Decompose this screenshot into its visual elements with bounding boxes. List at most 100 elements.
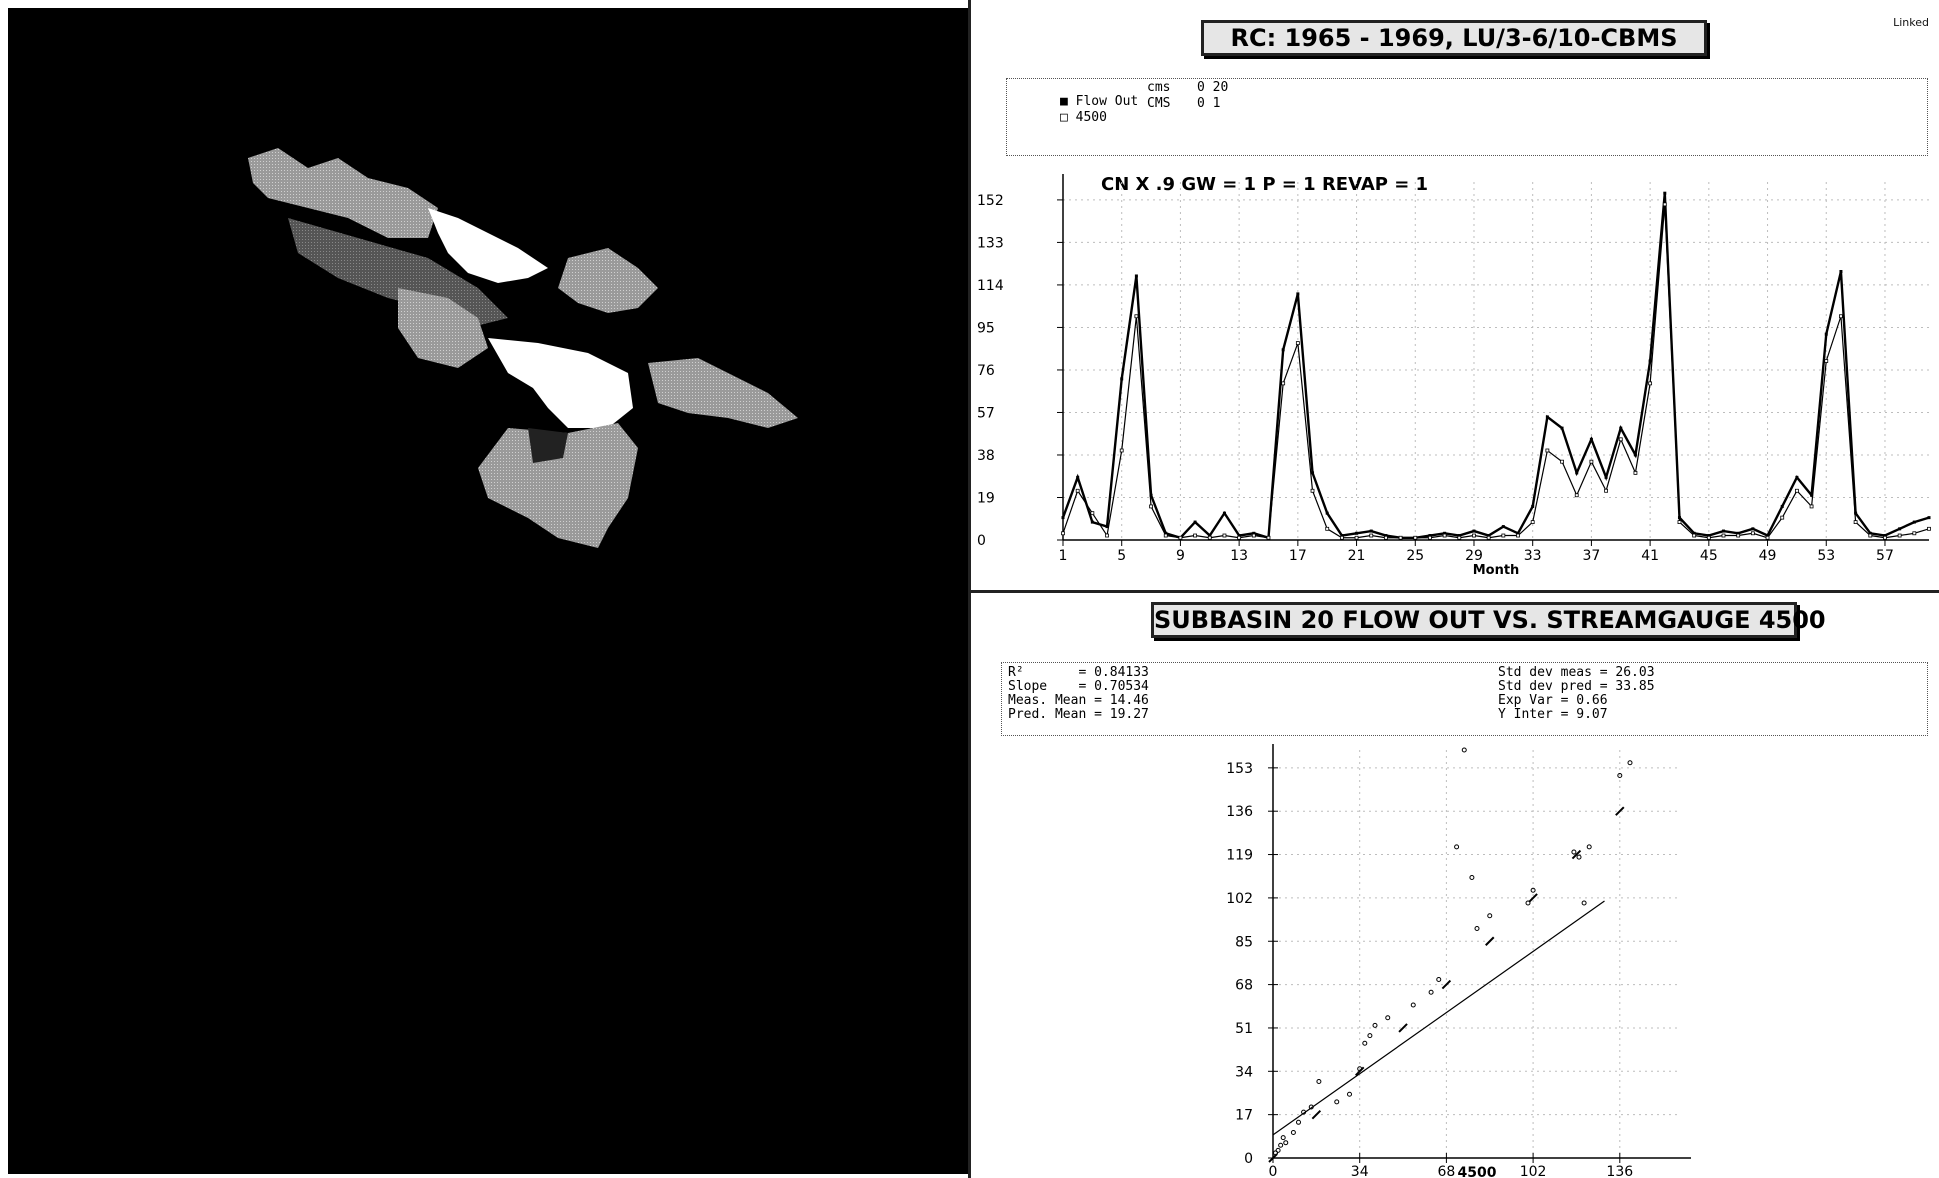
scatter-point — [1278, 1142, 1284, 1148]
point-flow-out — [1883, 534, 1887, 538]
x-tick-label: 136 — [1606, 1164, 1633, 1178]
scatter-point — [1571, 849, 1577, 855]
point-flow-out — [1457, 534, 1461, 538]
stat-y-intercept: Y Inter = 9.07 — [1498, 707, 1608, 722]
scatter-point — [1428, 989, 1434, 995]
point-4500 — [1486, 535, 1491, 540]
pane-divider-horizontal[interactable] — [971, 590, 1939, 593]
subbasin-small-dark — [528, 428, 568, 463]
scatter-point — [1581, 900, 1587, 906]
x-tick-label: 102 — [1520, 1164, 1547, 1178]
point-4500 — [1780, 515, 1785, 520]
point-flow-out — [1824, 332, 1828, 336]
y-tick-label: 17 — [1235, 1108, 1253, 1124]
point-flow-out — [1355, 531, 1359, 535]
scatter-point — [1273, 1150, 1279, 1156]
point-flow-out — [1134, 274, 1138, 278]
scatter-point — [1436, 977, 1442, 982]
scatter-chart[interactable]: 0 17 34 51 68 85 102 119 136 153 0 34 68 102 136 4500 — [971, 740, 1939, 1178]
point-4500 — [1516, 533, 1520, 538]
point-4500 — [1428, 535, 1432, 540]
point-flow-out — [1780, 504, 1784, 508]
point-4500 — [1090, 511, 1095, 516]
point-4500 — [1237, 535, 1242, 540]
time-series-chart[interactable]: CN X .9 GW = 1 P = 1 REVAP = 1 019385776… — [971, 160, 1939, 590]
time-chart-annotation: CN X .9 GW = 1 P = 1 REVAP = 1 — [1101, 174, 1428, 195]
point-4500 — [1442, 533, 1447, 538]
point-flow-out — [1736, 531, 1740, 535]
point-flow-out — [1061, 516, 1065, 520]
scatter-point — [1334, 1099, 1340, 1105]
point-flow-out — [1340, 534, 1344, 538]
point-flow-out — [1487, 534, 1491, 538]
point-4500 — [1530, 520, 1535, 525]
scatter-point — [1627, 760, 1633, 766]
subbasin-map-drawing — [248, 148, 798, 548]
x-tick-label: 0 — [1269, 1164, 1278, 1178]
y-tick-label: 0 — [977, 533, 986, 549]
stat-pred-mean: Pred. Mean = 19.27 — [1008, 707, 1149, 722]
point-4500 — [1149, 504, 1153, 509]
point-flow-out — [1296, 292, 1300, 296]
point-flow-out — [1633, 453, 1637, 457]
scatter-point — [1474, 926, 1480, 931]
legend-unit-4500: CMS — [1147, 96, 1171, 111]
x-axis-label: 4500 — [1458, 1165, 1497, 1178]
time-chart-title: RC: 1965 - 1969, LU/3-6/10-CBMS — [1201, 20, 1707, 56]
point-4500 — [1839, 314, 1843, 319]
point-4500 — [1325, 526, 1330, 531]
point-4500 — [1853, 520, 1858, 525]
point-4500 — [1604, 488, 1608, 493]
scatter-point — [1410, 1002, 1416, 1008]
scatter-point — [1290, 1130, 1296, 1135]
x-tick-label: 49 — [1759, 548, 1777, 564]
point-4500 — [1677, 520, 1682, 525]
legend-unit-flow-out: cms — [1147, 80, 1171, 95]
point-flow-out — [1443, 531, 1447, 535]
point-4500 — [1295, 341, 1300, 346]
legend-name-4500: 4500 — [1075, 110, 1107, 125]
point-4500 — [1398, 535, 1403, 540]
y-tick-label: 102 — [1226, 891, 1253, 907]
point-4500 — [1794, 488, 1799, 493]
point-4500 — [1736, 533, 1741, 538]
point-4500 — [1193, 533, 1198, 538]
scatter-point — [1576, 854, 1582, 860]
point-4500 — [1927, 526, 1931, 531]
y-tick-label: 19 — [977, 490, 995, 506]
point-4500 — [1207, 535, 1212, 540]
point-flow-out — [1898, 527, 1902, 531]
y-tick-label: 51 — [1235, 1021, 1253, 1037]
scatter-point — [1385, 1015, 1391, 1021]
point-flow-out — [1722, 529, 1726, 533]
scatter-point — [1372, 1022, 1378, 1028]
scatter-point — [1316, 1079, 1322, 1084]
one-to-one-dash — [1528, 893, 1538, 903]
point-flow-out — [1545, 415, 1549, 419]
point-4500 — [1134, 314, 1139, 319]
stat-std-dev-meas: Std dev meas = 26.03 — [1498, 665, 1655, 680]
watershed-map[interactable] — [8, 8, 971, 1174]
legend-value-flow-out: 0 20 — [1197, 80, 1229, 95]
y-tick-label: 95 — [977, 320, 995, 336]
scatter-point — [1469, 875, 1475, 880]
pane-divider-vertical[interactable] — [968, 0, 971, 1178]
one-to-one-dash — [1354, 1066, 1365, 1077]
stat-meas-mean: Meas. Mean = 14.46 — [1008, 693, 1149, 708]
point-4500 — [1912, 531, 1917, 536]
point-flow-out — [1589, 437, 1593, 441]
scatter-point — [1362, 1040, 1368, 1046]
point-4500 — [1692, 533, 1697, 538]
linked-label: Linked — [1893, 16, 1929, 29]
point-4500 — [1897, 533, 1902, 538]
x-tick-label: 53 — [1817, 548, 1835, 564]
y-tick-label: 133 — [977, 235, 1004, 251]
subbasin-nw — [248, 148, 438, 238]
point-4500 — [1163, 533, 1168, 538]
point-flow-out — [1560, 426, 1564, 430]
point-4500 — [1413, 535, 1418, 540]
y-tick-label: 76 — [977, 363, 995, 379]
one-to-one-dash — [1615, 806, 1625, 816]
point-4500 — [1281, 381, 1286, 386]
x-tick-label: 34 — [1351, 1164, 1369, 1178]
